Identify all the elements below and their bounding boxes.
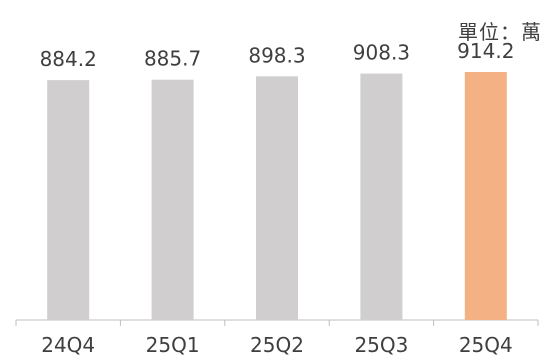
x-tick-label: 25Q2 [250, 333, 304, 357]
x-tick-label: 25Q3 [354, 333, 408, 357]
x-tick-label: 24Q4 [41, 333, 95, 357]
data-label: 914.2 [457, 39, 514, 63]
x-tick-label: 25Q4 [459, 333, 513, 357]
x-tick-label: 25Q1 [146, 333, 200, 357]
data-label: 884.2 [40, 47, 97, 71]
bar-25Q3 [360, 73, 403, 320]
bar-25Q1 [151, 79, 194, 320]
bar-25Q2 [256, 76, 298, 320]
unit-label: 單位：萬 [458, 20, 542, 44]
data-label: 908.3 [353, 41, 410, 65]
bar-25Q4 [464, 72, 507, 320]
data-label: 885.7 [144, 47, 201, 71]
bar-24Q4 [47, 80, 90, 320]
data-label: 898.3 [248, 43, 305, 67]
